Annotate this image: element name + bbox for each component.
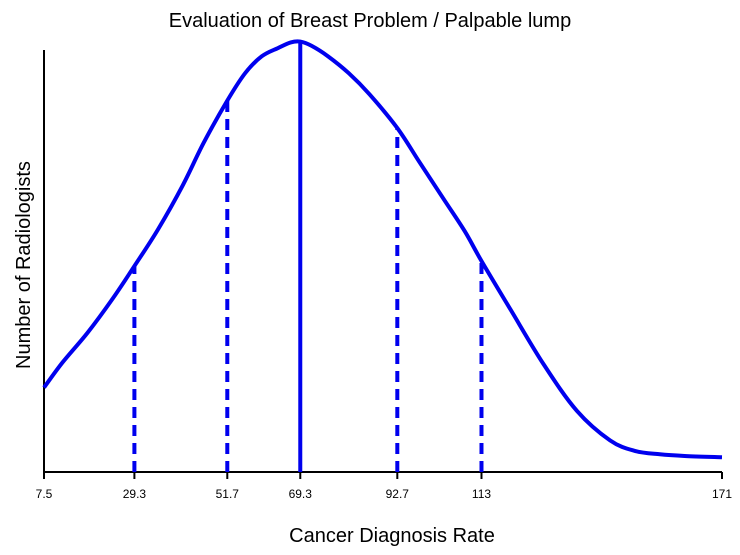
x-tick-label: 51.7 <box>216 487 240 501</box>
chart-title: Evaluation of Breast Problem / Palpable … <box>169 10 571 32</box>
x-axis-label: Cancer Diagnosis Rate <box>289 525 495 547</box>
x-tick-label: 113 <box>472 487 491 501</box>
x-tick-label: 69.3 <box>289 487 313 501</box>
x-tick-label: 92.7 <box>386 487 410 501</box>
x-tick-label: 171 <box>712 487 732 501</box>
distribution-curve <box>42 39 723 460</box>
x-tick-label: 29.3 <box>123 487 147 501</box>
x-tick-label: 7.5 <box>36 487 53 501</box>
plot-area: 7.5 29.3 51.7 69.3 92.7 113 171 <box>36 39 732 501</box>
y-axis-label: Number of Radiologists <box>13 161 35 369</box>
